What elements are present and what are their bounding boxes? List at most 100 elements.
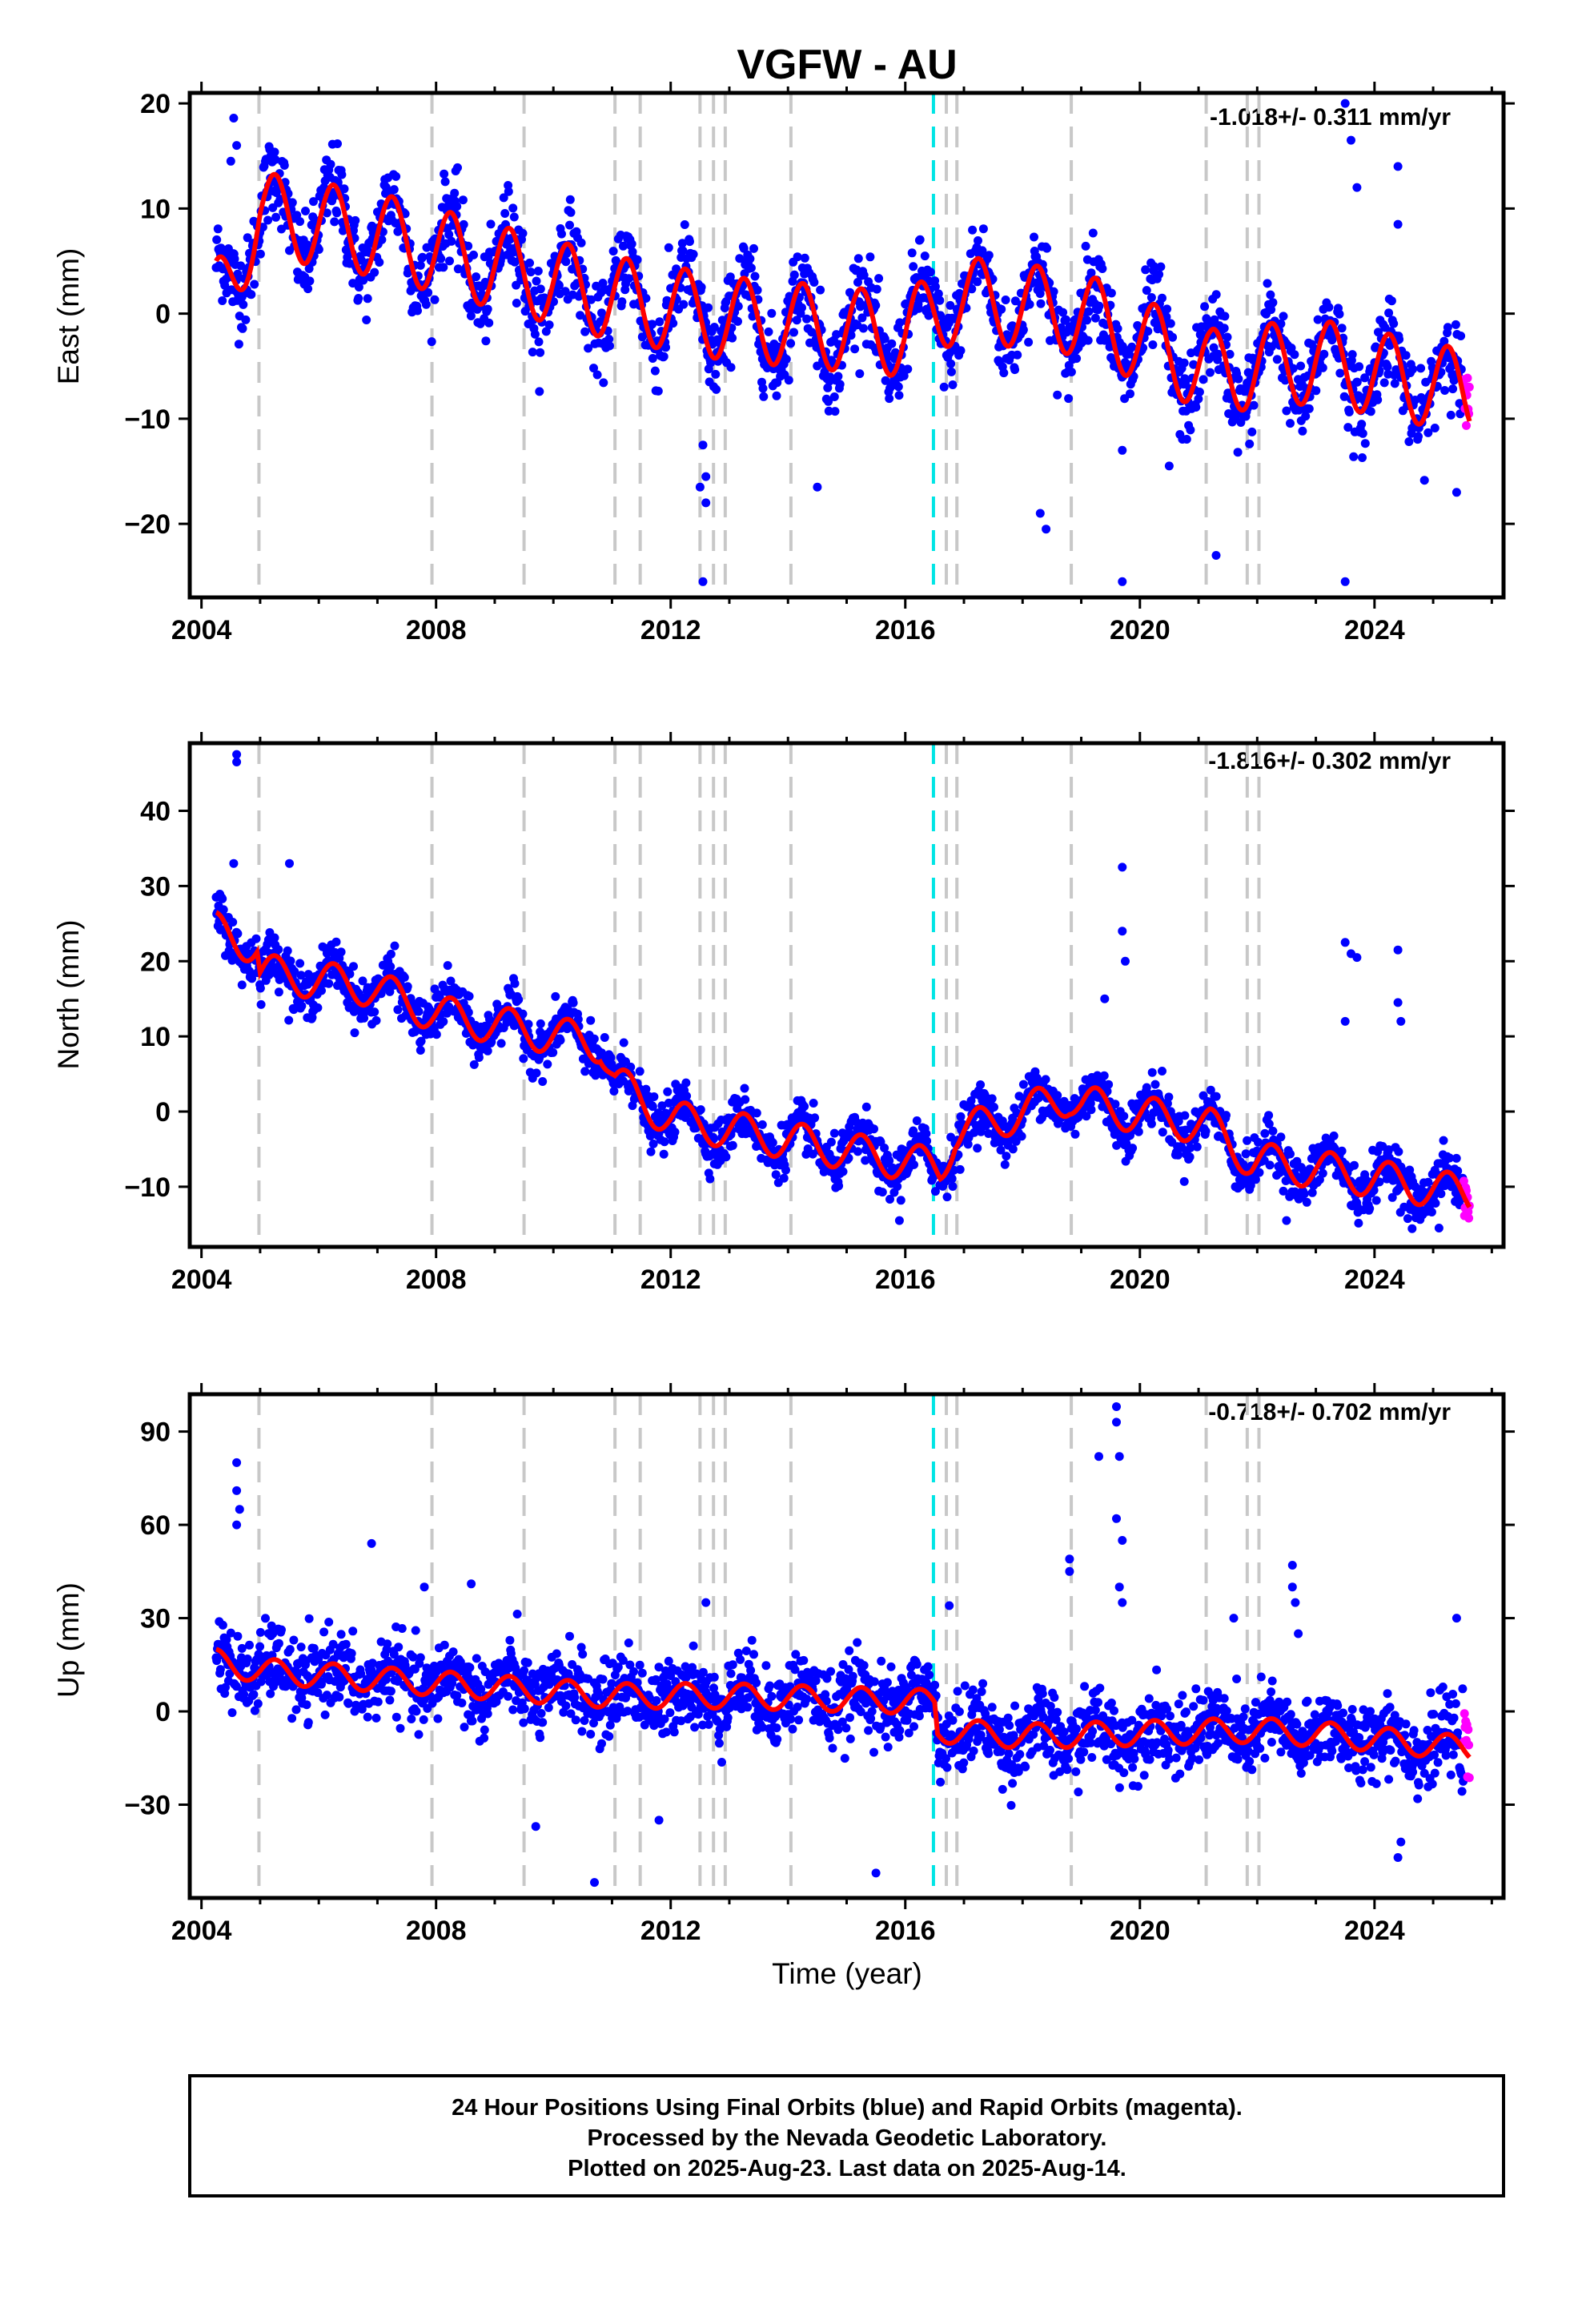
east-final-point xyxy=(772,391,781,400)
east-final-point xyxy=(1268,298,1278,308)
north-final-point xyxy=(1318,1168,1327,1178)
north-final-point xyxy=(232,750,242,759)
east-final-point xyxy=(1440,386,1450,395)
east-final-point xyxy=(1340,99,1350,108)
up-final-point xyxy=(386,1687,396,1696)
east-final-point xyxy=(440,177,450,187)
east-final-point xyxy=(1179,358,1189,368)
east-final-point xyxy=(1439,336,1449,346)
east-final-point xyxy=(859,271,869,280)
north-final-point xyxy=(894,1216,904,1225)
east-final-point xyxy=(1451,320,1460,329)
east-final-point xyxy=(421,300,431,309)
east-final-point xyxy=(1358,453,1367,462)
east-final-point xyxy=(1290,350,1299,360)
east-final-point xyxy=(1211,551,1221,560)
east-final-point xyxy=(800,253,809,263)
north-final-point xyxy=(660,1137,669,1147)
north-final-point xyxy=(483,1046,492,1055)
east-final-point xyxy=(459,219,468,229)
east-final-point xyxy=(907,248,917,258)
up-final-point xyxy=(561,1701,571,1711)
east-final-point xyxy=(1347,135,1355,145)
east-y-tick-label: 20 xyxy=(140,89,171,119)
east-final-point xyxy=(509,212,519,222)
east-final-point xyxy=(1168,332,1178,342)
east-final-point xyxy=(504,187,513,196)
east-final-point xyxy=(857,313,867,323)
north-final-point xyxy=(635,1067,644,1076)
up-rate-label: -0.718+/- 0.702 mm/yr xyxy=(1208,1399,1451,1425)
east-final-point xyxy=(802,314,812,324)
east-final-point xyxy=(236,261,246,271)
north-final-point xyxy=(386,949,396,959)
up-final-point xyxy=(536,1709,546,1718)
north-final-point xyxy=(1002,1152,1011,1161)
east-final-point xyxy=(978,224,988,234)
east-final-point xyxy=(597,308,606,318)
east-final-point xyxy=(351,215,360,225)
east-final-point xyxy=(1158,293,1166,303)
east-final-point xyxy=(764,327,773,336)
up-final-point xyxy=(416,1653,425,1663)
north-final-point xyxy=(289,1005,299,1015)
up-final-point xyxy=(291,1705,301,1715)
north-final-point xyxy=(1119,1112,1129,1121)
east-final-point xyxy=(855,369,865,379)
east-final-point xyxy=(416,260,425,270)
up-final-point xyxy=(303,1718,313,1727)
east-final-point xyxy=(1339,392,1349,401)
up-final-point xyxy=(285,1645,295,1655)
north-final-point xyxy=(1365,1204,1375,1213)
north-final-point xyxy=(740,1084,749,1093)
east-final-point xyxy=(1001,296,1010,304)
east-final-point xyxy=(1106,288,1116,298)
east-final-point xyxy=(797,303,806,312)
east-final-point xyxy=(1276,319,1286,328)
north-final-point xyxy=(371,1015,381,1025)
north-final-point xyxy=(1255,1168,1264,1177)
up-final-point xyxy=(433,1714,443,1723)
east-final-point xyxy=(1064,394,1074,404)
north-final-point xyxy=(469,1059,479,1069)
east-final-point xyxy=(370,267,379,277)
north-final-point xyxy=(1394,1147,1403,1156)
east-final-point xyxy=(247,290,256,300)
north-final-point xyxy=(474,1053,484,1062)
north-final-point xyxy=(1000,1160,1010,1169)
east-final-point xyxy=(946,367,956,376)
up-panel: Up (mm) -0.718+/- 0.702 mm/yr 2004 2008 20… xyxy=(52,1383,1515,1946)
north-final-point xyxy=(1337,1146,1347,1156)
east-final-point xyxy=(1319,349,1329,359)
east-final-point xyxy=(1371,342,1380,352)
east-final-point xyxy=(946,300,955,310)
north-final-point xyxy=(942,1192,952,1202)
east-final-point xyxy=(792,316,801,325)
east-final-point xyxy=(1182,435,1191,444)
east-final-point xyxy=(758,384,768,393)
east-final-point xyxy=(733,316,742,326)
north-final-point xyxy=(1118,862,1127,872)
east-final-point xyxy=(816,285,825,295)
up-final-point xyxy=(520,1666,529,1675)
east-final-point xyxy=(984,251,994,260)
east-final-point xyxy=(1456,332,1466,340)
east-final-point xyxy=(1395,335,1404,344)
up-final-point xyxy=(255,1627,265,1637)
east-final-point xyxy=(624,274,633,283)
east-final-point xyxy=(781,355,791,364)
east-final-point xyxy=(226,156,235,166)
up-final-point xyxy=(624,1638,633,1647)
east-final-point xyxy=(618,241,628,251)
east-final-point xyxy=(1098,264,1107,273)
east-final-point xyxy=(1234,374,1243,384)
north-final-point xyxy=(1100,994,1110,1003)
east-final-point xyxy=(627,239,636,249)
up-final-point xyxy=(343,1699,353,1708)
north-y-tick-label: 30 xyxy=(140,871,171,902)
up-final-point xyxy=(483,1709,492,1719)
east-final-point xyxy=(1024,337,1034,347)
east-final-point xyxy=(333,139,342,148)
up-final-point xyxy=(289,1635,299,1645)
north-final-point xyxy=(439,1017,448,1027)
